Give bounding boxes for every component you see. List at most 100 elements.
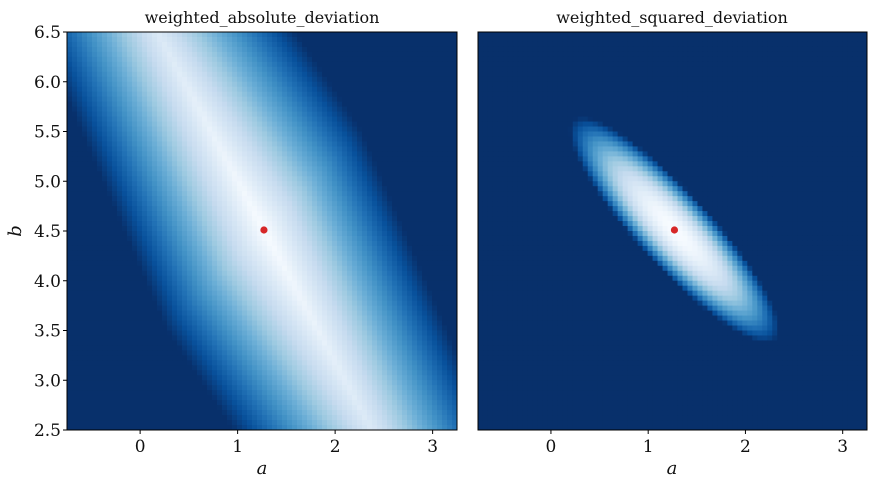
heatmap-cell [82, 330, 88, 337]
heatmap-cell [402, 151, 408, 157]
heatmap-cell [302, 111, 308, 118]
heatmap-cell [307, 310, 313, 317]
heatmap-cell [427, 320, 433, 327]
heatmap-cell [367, 81, 373, 88]
heatmap-cell [347, 221, 353, 227]
heatmap-cell [292, 330, 298, 337]
heatmap-cell [402, 36, 408, 43]
heatmap-cell [177, 206, 183, 212]
heatmap-cell [452, 111, 457, 118]
heatmap-cell [352, 191, 358, 197]
heatmap-cell [297, 295, 303, 302]
heatmap-cell [422, 111, 428, 118]
heatmap-cell [107, 151, 113, 157]
heatmap-cell [282, 176, 288, 182]
heatmap-cell [342, 51, 348, 58]
heatmap-cell [347, 191, 353, 197]
heatmap-cell [167, 235, 173, 242]
heatmap-cell [112, 61, 118, 68]
heatmap-cell [307, 206, 313, 212]
heatmap-cell [202, 330, 208, 337]
heatmap-cell [247, 96, 253, 103]
heatmap-cell [422, 226, 428, 232]
heatmap-cell [422, 240, 428, 247]
heatmap-cell [362, 171, 368, 177]
heatmap-cell [182, 176, 188, 182]
heatmap-cell [117, 340, 123, 347]
heatmap-cell [212, 260, 218, 267]
heatmap-cell [327, 46, 333, 53]
heatmap-cell [447, 270, 453, 277]
heatmap-cell [272, 280, 278, 287]
heatmap-cell [257, 260, 263, 267]
heatmap-cell [397, 335, 403, 342]
heatmap-cell [332, 300, 338, 307]
heatmap-cell [217, 305, 223, 312]
heatmap-cell [412, 245, 418, 252]
heatmap-cell [282, 325, 288, 332]
heatmap-cell [222, 240, 228, 247]
heatmap-cell [447, 285, 453, 292]
heatmap-cell [267, 91, 273, 98]
heatmap-cell [212, 290, 218, 297]
heatmap-cell [182, 106, 188, 113]
heatmap-cell [232, 111, 238, 118]
heatmap-cell [387, 221, 393, 227]
heatmap-cell [352, 250, 358, 257]
heatmap-cell [242, 126, 248, 133]
heatmap-cell [197, 300, 203, 307]
heatmap-cell [302, 156, 308, 162]
heatmap-cell [102, 196, 108, 202]
heatmap-cell [282, 330, 288, 337]
heatmap-cell [77, 76, 83, 83]
heatmap-cell [187, 226, 193, 232]
heatmap-cell [217, 216, 223, 222]
heatmap-cell [387, 36, 393, 43]
heatmap-cell [257, 131, 263, 138]
heatmap-cell [377, 285, 383, 292]
heatmap-cell [202, 295, 208, 302]
heatmap-cell [67, 36, 73, 43]
heatmap-cell [307, 91, 313, 98]
heatmap-cell [87, 61, 93, 68]
heatmap-cell [177, 335, 183, 342]
heatmap-cell [77, 46, 83, 53]
heatmap-cell [202, 245, 208, 252]
heatmap-cell [277, 146, 283, 152]
heatmap-cell [272, 81, 278, 88]
heatmap-cell [197, 280, 203, 287]
heatmap-cell [252, 51, 258, 58]
heatmap-cell [362, 275, 368, 282]
heatmap-cell [157, 231, 163, 237]
heatmap-cell [342, 340, 348, 347]
heatmap-cell [362, 131, 368, 138]
heatmap-cell [417, 176, 423, 182]
heatmap-cell [72, 46, 78, 53]
heatmap-cell [67, 81, 73, 88]
heatmap-cell [82, 191, 88, 197]
heatmap-cell [97, 66, 103, 73]
heatmap-cell [137, 216, 143, 222]
heatmap-cell [347, 106, 353, 113]
heatmap-cell [297, 131, 303, 138]
heatmap-cell [357, 255, 363, 262]
heatmap-cell [317, 335, 323, 342]
heatmap-cell [137, 136, 143, 143]
heatmap-cell [352, 76, 358, 83]
heatmap-cell [67, 290, 73, 297]
heatmap-cell [342, 76, 348, 83]
heatmap-cell [392, 255, 398, 262]
heatmap-cell [117, 46, 123, 53]
heatmap-cell [257, 191, 263, 197]
heatmap-cell [217, 235, 223, 242]
heatmap-cell [422, 345, 428, 351]
heatmap-cell [187, 295, 193, 302]
heatmap-cell [327, 166, 333, 172]
heatmap-cell [327, 51, 333, 58]
heatmap-cell [182, 285, 188, 292]
heatmap-cell [277, 121, 283, 128]
heatmap-cell [312, 181, 318, 187]
heatmap-cell [317, 136, 323, 143]
heatmap-cell [192, 216, 198, 222]
heatmap-cell [137, 231, 143, 237]
